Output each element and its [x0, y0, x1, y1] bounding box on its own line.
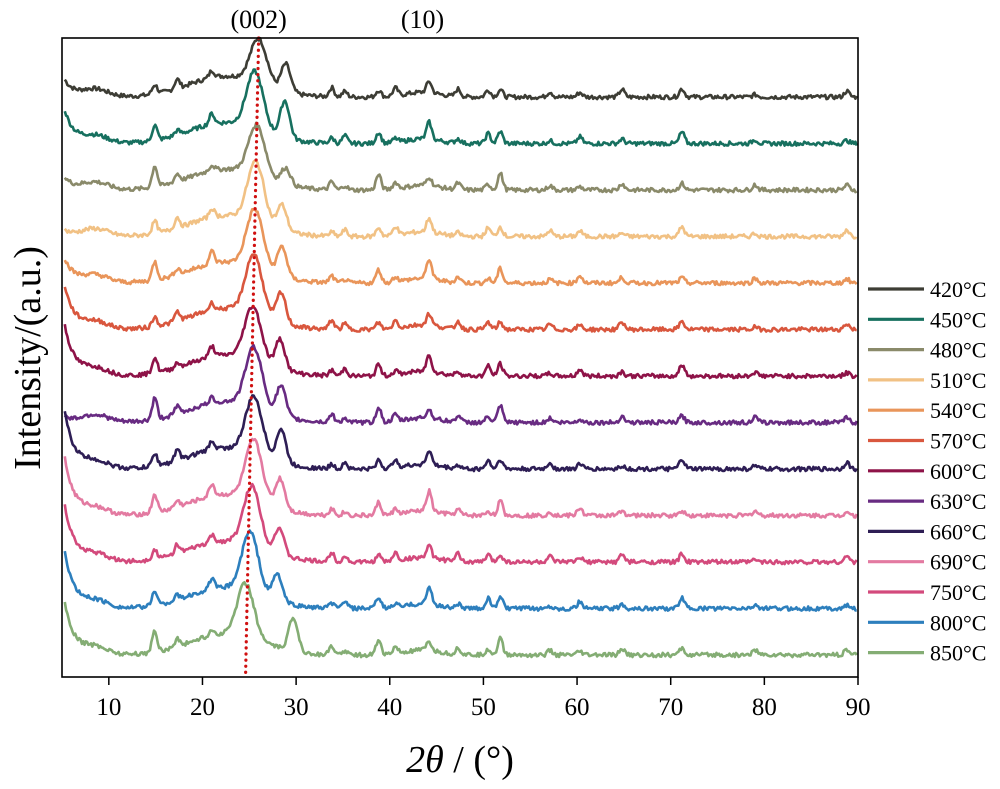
series-trace-850C — [63, 581, 858, 659]
y-axis-title: Intensity/(a.u.) — [7, 246, 49, 470]
legend-label: 660°C — [930, 519, 986, 544]
series-trace-600C — [63, 305, 858, 380]
legend-label: 750°C — [930, 580, 986, 605]
series-trace-800C — [63, 529, 857, 612]
series-trace-750C — [63, 482, 858, 566]
series-trace-450C — [63, 68, 858, 147]
series-trace-660C — [63, 394, 858, 473]
plot-frame — [61, 37, 859, 678]
legend-label: 800°C — [930, 610, 986, 635]
x-tick-label: 80 — [752, 694, 777, 721]
legend-label: 600°C — [930, 459, 986, 484]
peak-annotation: (10) — [401, 5, 444, 34]
x-tick-label: 70 — [658, 694, 683, 721]
series-trace-420C — [63, 36, 858, 101]
series-trace-480C — [63, 121, 858, 194]
legend-label: 450°C — [930, 307, 986, 332]
series-trace-510C — [63, 159, 858, 240]
legend-label: 510°C — [930, 368, 986, 393]
series-trace-570C — [63, 253, 857, 333]
peak-annotations: (002) (10) — [230, 5, 444, 34]
data-traces — [63, 36, 858, 659]
legend-label: 420°C — [930, 277, 986, 302]
series-trace-630C — [63, 343, 858, 426]
x-tick-label: 10 — [96, 694, 121, 721]
x-tick-label: 60 — [565, 694, 590, 721]
legend-label: 690°C — [930, 550, 986, 575]
legend-label: 540°C — [930, 398, 986, 423]
series-trace-540C — [63, 206, 858, 287]
x-axis-ticks: 10 20 30 40 50 60 70 80 90 — [96, 677, 871, 721]
legend-label: 850°C — [930, 641, 986, 666]
legend-label: 630°C — [930, 489, 986, 514]
peak-annotation: (002) — [230, 5, 286, 34]
x-tick-label: 20 — [190, 694, 215, 721]
x-axis-title-variable: 2θ — [406, 739, 444, 781]
x-axis-title: 2θ / (°) — [406, 739, 514, 781]
x-tick-label: 50 — [471, 694, 496, 721]
x-tick-label: 30 — [284, 694, 309, 721]
x-tick-label: 90 — [846, 694, 871, 721]
legend: 420°C 450°C 480°C 510°C 540°C 570°C 600°C 630°C… — [868, 277, 986, 666]
x-axis-title-unit: / (°) — [444, 739, 514, 781]
legend-label: 480°C — [930, 338, 986, 363]
x-tick-label: 40 — [377, 694, 402, 721]
series-trace-690C — [63, 437, 858, 519]
legend-label: 570°C — [930, 429, 986, 454]
